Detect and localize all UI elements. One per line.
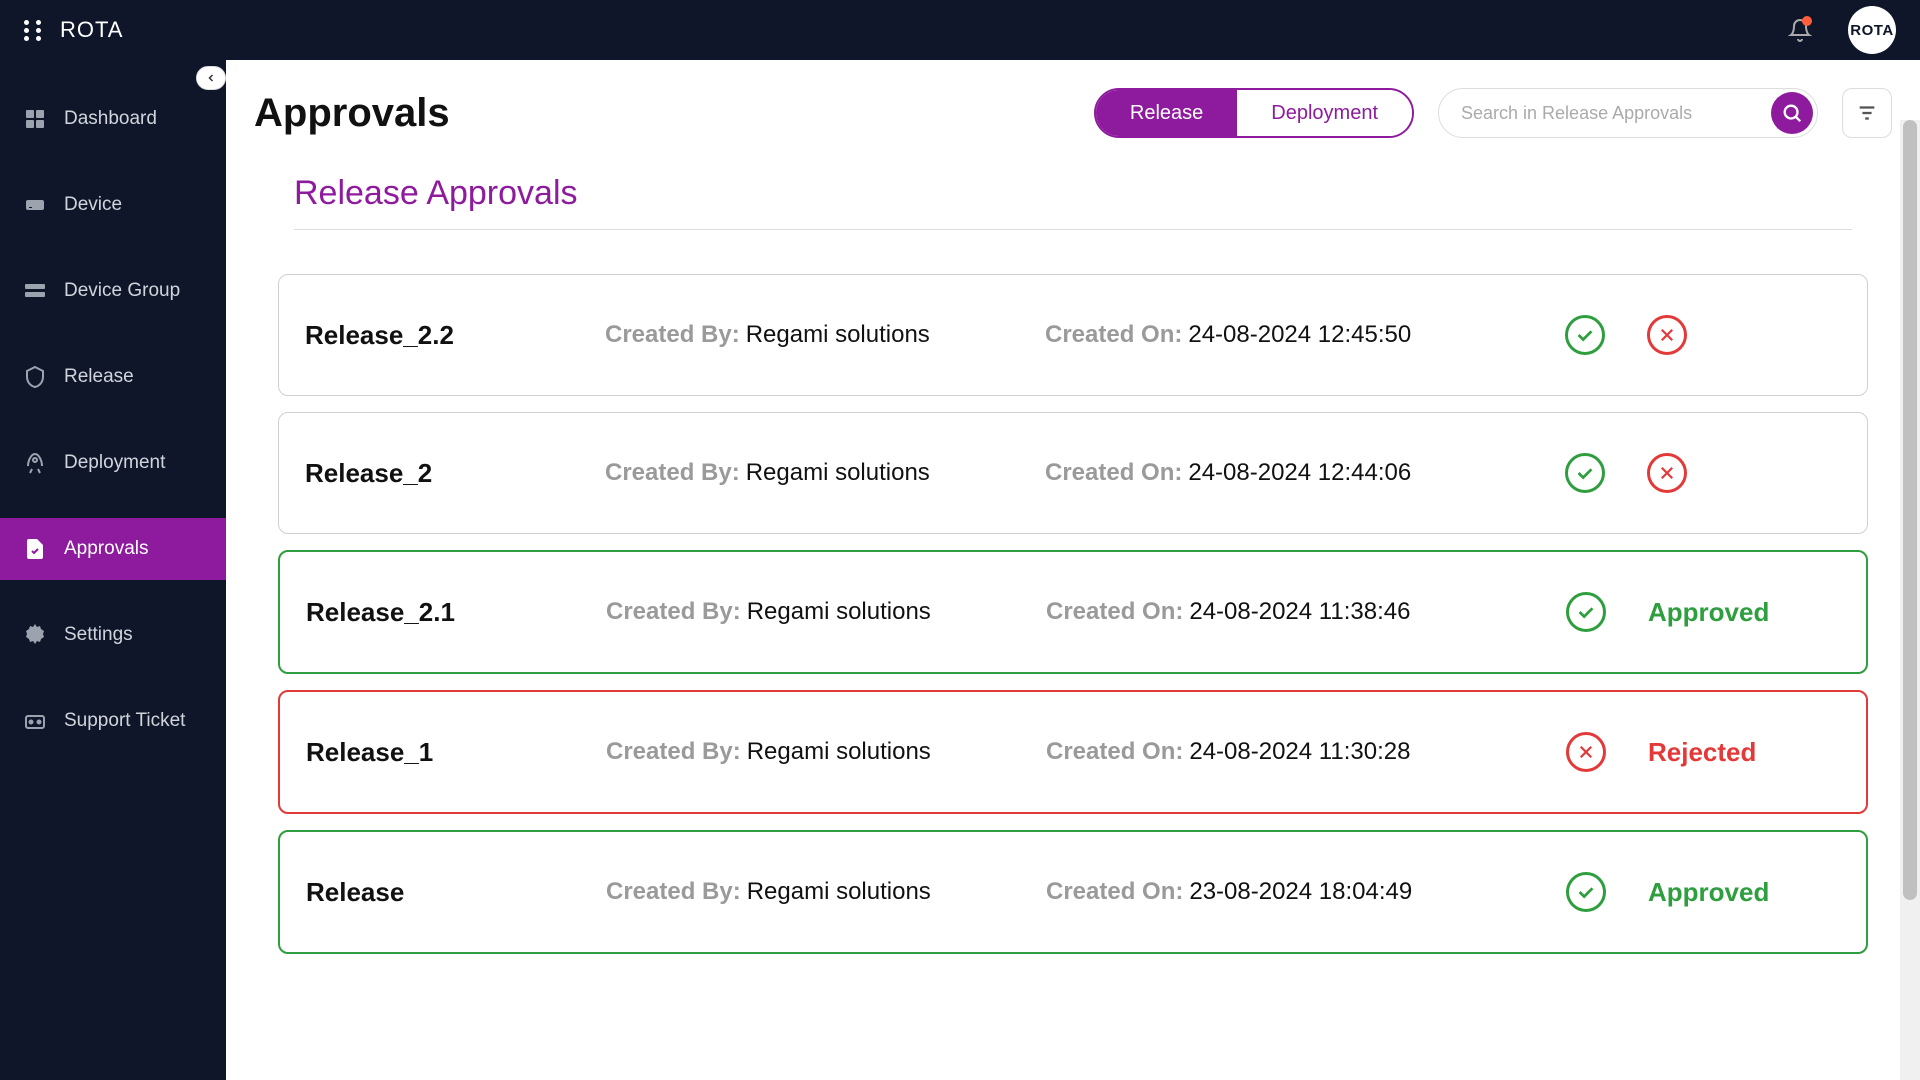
release-card: ReleaseCreated By:Regami solutionsCreate… bbox=[278, 830, 1868, 954]
search-icon bbox=[1781, 102, 1803, 124]
release-card: Release_2.1Created By:Regami solutionsCr… bbox=[278, 550, 1868, 674]
search-button[interactable] bbox=[1771, 92, 1813, 134]
approved-icon bbox=[1566, 592, 1606, 632]
sidebar-item-deployment[interactable]: Deployment bbox=[0, 432, 226, 494]
sidebar-item-device-group[interactable]: Device Group bbox=[0, 260, 226, 322]
created-by: Created By:Regami solutions bbox=[605, 321, 1045, 349]
created-by: Created By:Regami solutions bbox=[606, 738, 1046, 766]
card-actions bbox=[1545, 315, 1841, 355]
release-card: Release_2Created By:Regami solutionsCrea… bbox=[278, 412, 1868, 534]
settings-icon bbox=[22, 622, 48, 648]
page-title: Approvals bbox=[254, 91, 450, 136]
sidebar-item-settings[interactable]: Settings bbox=[0, 604, 226, 666]
release-icon bbox=[22, 364, 48, 390]
notifications-button[interactable] bbox=[1786, 16, 1814, 44]
release-list: Release_2.2Created By:Regami solutionsCr… bbox=[254, 274, 1892, 954]
notification-dot bbox=[1802, 16, 1812, 26]
sidebar-item-label: Support Ticket bbox=[64, 710, 185, 732]
card-actions: Approved bbox=[1546, 592, 1840, 632]
sidebar-item-support-ticket[interactable]: Support Ticket bbox=[0, 690, 226, 752]
card-actions bbox=[1545, 453, 1841, 493]
sidebar-item-label: Dashboard bbox=[64, 108, 157, 130]
release-name: Release_2.2 bbox=[305, 320, 605, 351]
reject-button[interactable] bbox=[1647, 315, 1687, 355]
approve-button[interactable] bbox=[1565, 315, 1605, 355]
reject-button[interactable] bbox=[1647, 453, 1687, 493]
card-actions: Rejected bbox=[1546, 732, 1840, 772]
created-by: Created By:Regami solutions bbox=[606, 878, 1046, 906]
scrollbar[interactable] bbox=[1900, 120, 1920, 1080]
sidebar-item-dashboard[interactable]: Dashboard bbox=[0, 88, 226, 150]
sidebar-item-label: Device Group bbox=[64, 280, 180, 302]
avatar[interactable]: ROTA bbox=[1848, 6, 1896, 54]
created-on: Created On:24-08-2024 11:30:28 bbox=[1046, 738, 1546, 766]
dashboard-icon bbox=[22, 106, 48, 132]
release-name: Release_2 bbox=[305, 458, 605, 489]
tab-toggle-group: Release Deployment bbox=[1094, 88, 1414, 138]
brand-name: ROTA bbox=[60, 17, 123, 43]
search-box bbox=[1438, 88, 1818, 138]
sidebar-item-label: Settings bbox=[64, 624, 133, 646]
section-title: Release Approvals bbox=[294, 174, 1892, 213]
sidebar: Dashboard Device Device Group Release Deploy… bbox=[0, 60, 226, 1080]
device-group-icon bbox=[22, 278, 48, 304]
sidebar-item-label: Approvals bbox=[64, 538, 149, 560]
rejected-icon bbox=[1566, 732, 1606, 772]
status-label: Approved bbox=[1648, 597, 1769, 628]
created-on: Created On:23-08-2024 18:04:49 bbox=[1046, 878, 1546, 906]
status-label: Approved bbox=[1648, 877, 1769, 908]
approve-button[interactable] bbox=[1565, 453, 1605, 493]
menu-icon[interactable] bbox=[24, 20, 44, 40]
approved-icon bbox=[1566, 872, 1606, 912]
card-actions: Approved bbox=[1546, 872, 1840, 912]
created-by: Created By:Regami solutions bbox=[606, 598, 1046, 626]
sidebar-item-release[interactable]: Release bbox=[0, 346, 226, 408]
status-label: Rejected bbox=[1648, 737, 1756, 768]
sidebar-item-label: Device bbox=[64, 194, 122, 216]
sidebar-item-device[interactable]: Device bbox=[0, 174, 226, 236]
main-content: Approvals Release Deployment Release App… bbox=[226, 60, 1920, 1080]
tab-release[interactable]: Release bbox=[1096, 90, 1237, 136]
tab-deployment[interactable]: Deployment bbox=[1237, 90, 1412, 136]
release-card: Release_1Created By:Regami solutionsCrea… bbox=[278, 690, 1868, 814]
sidebar-item-label: Release bbox=[64, 366, 134, 388]
chevron-left-icon bbox=[205, 72, 217, 84]
section-divider bbox=[294, 229, 1852, 230]
release-name: Release_1 bbox=[306, 737, 606, 768]
topbar: ROTA ROTA bbox=[0, 0, 1920, 60]
release-name: Release_2.1 bbox=[306, 597, 606, 628]
scrollbar-thumb[interactable] bbox=[1903, 120, 1917, 900]
device-icon bbox=[22, 192, 48, 218]
created-by: Created By:Regami solutions bbox=[605, 459, 1045, 487]
sidebar-collapse-button[interactable] bbox=[196, 66, 226, 90]
sidebar-item-label: Deployment bbox=[64, 452, 165, 474]
support-icon bbox=[22, 708, 48, 734]
created-on: Created On:24-08-2024 11:38:46 bbox=[1046, 598, 1546, 626]
sidebar-item-approvals[interactable]: Approvals bbox=[0, 518, 226, 580]
release-name: Release bbox=[306, 877, 606, 908]
release-card: Release_2.2Created By:Regami solutionsCr… bbox=[278, 274, 1868, 396]
created-on: Created On:24-08-2024 12:44:06 bbox=[1045, 459, 1545, 487]
search-input[interactable] bbox=[1461, 103, 1771, 124]
filter-icon bbox=[1856, 102, 1878, 124]
deployment-icon bbox=[22, 450, 48, 476]
approvals-icon bbox=[22, 536, 48, 562]
created-on: Created On:24-08-2024 12:45:50 bbox=[1045, 321, 1545, 349]
filter-button[interactable] bbox=[1842, 88, 1892, 138]
